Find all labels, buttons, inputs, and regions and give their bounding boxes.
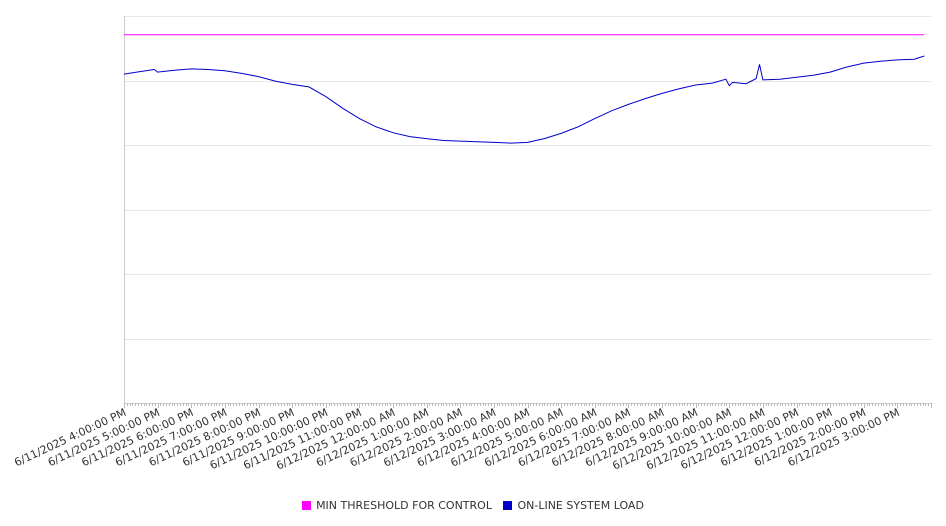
legend-label-min-threshold: MIN THRESHOLD FOR CONTROL	[316, 499, 492, 512]
legend-swatch-min-threshold	[302, 501, 312, 510]
legend-item-min-threshold: MIN THRESHOLD FOR CONTROL	[302, 499, 492, 512]
legend-label-system-load: ON-LINE SYSTEM LOAD	[517, 499, 644, 512]
x-minor-ticks	[124, 403, 932, 408]
legend-item-system-load: ON-LINE SYSTEM LOAD	[503, 499, 644, 512]
series-lines	[123, 34, 925, 144]
legend-swatch-system-load	[503, 501, 513, 510]
x-tick-labels: 6/11/2025 4:00:00 PM6/11/2025 5:00:00 PM…	[12, 406, 901, 473]
grid-lines	[124, 16, 931, 340]
legend: MIN THRESHOLD FOR CONTROL ON-LINE SYSTEM…	[0, 499, 946, 513]
series-line-system-load	[123, 55, 925, 144]
